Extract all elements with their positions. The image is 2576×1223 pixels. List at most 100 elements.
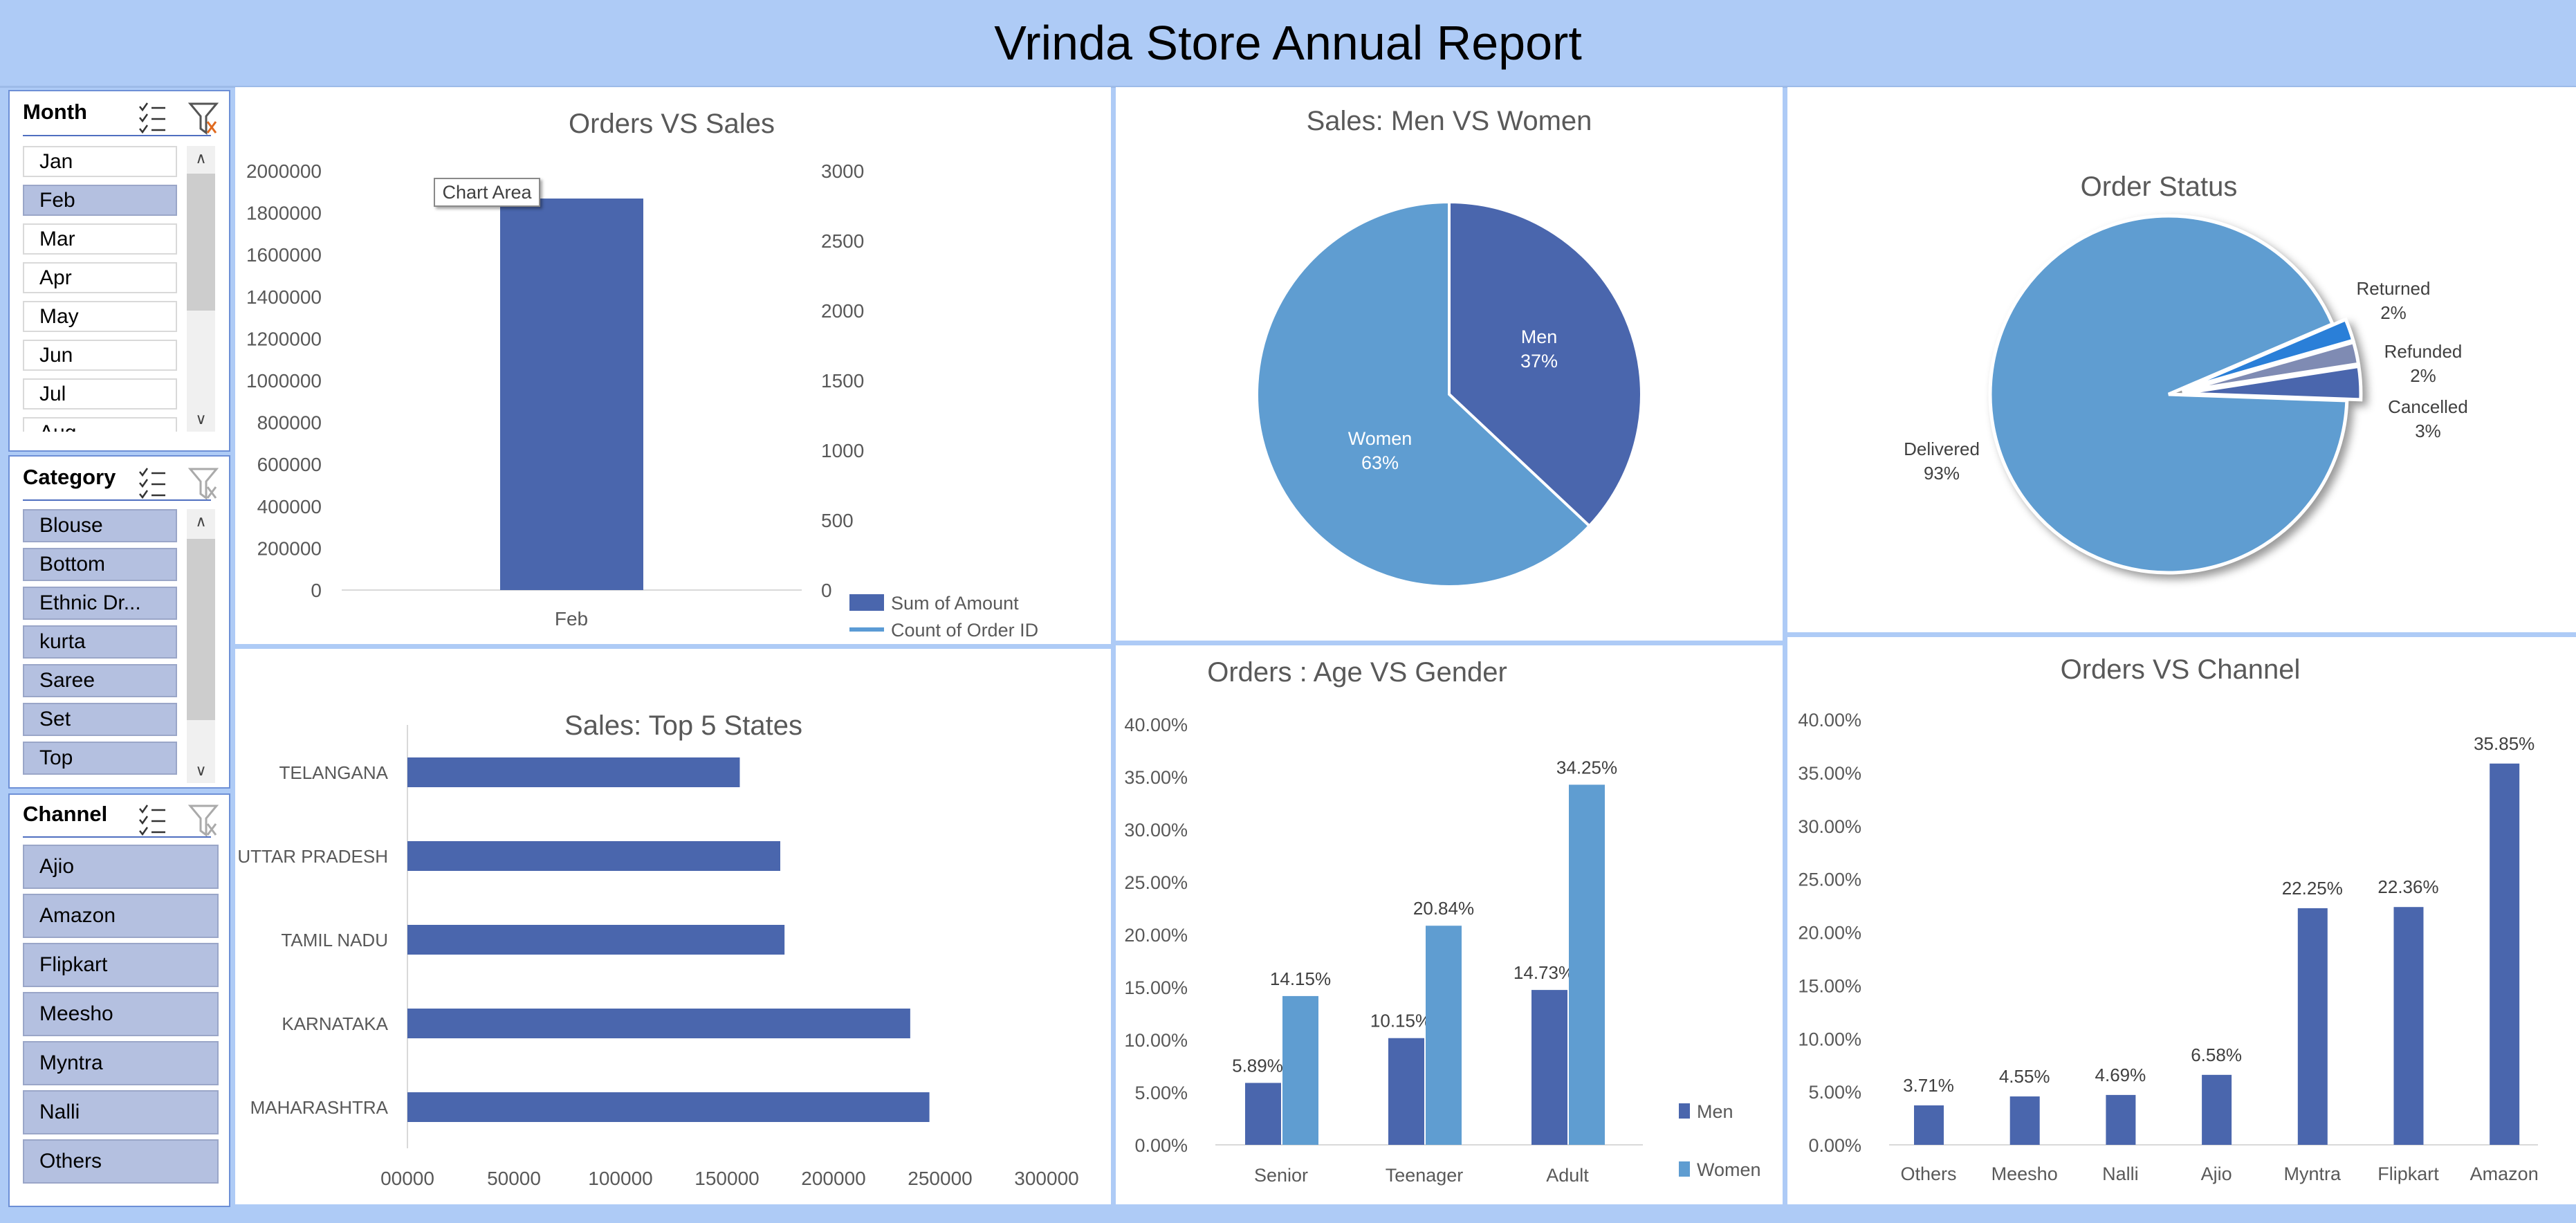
pie-slice-returned[interactable] (2180, 317, 2355, 392)
slicer-item-jan[interactable]: Jan (23, 146, 177, 177)
slicer-item-bottom[interactable]: Bottom (23, 548, 177, 581)
age-vs-gender-chart[interactable]: Orders : Age VS Gender 0.00% 5.00% 10.00% 15… (1116, 645, 1783, 1204)
y-axis-tick-label: 600000 (257, 454, 322, 475)
bar-women-senior[interactable] (1282, 995, 1318, 1145)
multi-select-icon[interactable] (138, 466, 168, 501)
y-axis-tick-label: 1800000 (246, 203, 322, 224)
scrollbar-thumb[interactable] (187, 539, 215, 720)
bar-channel-amazon[interactable] (2490, 763, 2520, 1145)
slicer-item-ajio[interactable]: Ajio (23, 845, 219, 889)
slicer-item-myntra[interactable]: Myntra (23, 1041, 219, 1085)
bar-channel-flipkart[interactable] (2393, 907, 2424, 1145)
slicer-item-flipkart[interactable]: Flipkart (23, 943, 219, 987)
bar-channel-nalli[interactable] (2106, 1094, 2136, 1145)
scroll-up-icon[interactable]: ∧ (195, 149, 207, 167)
bar-men-teenager[interactable] (1388, 1038, 1424, 1145)
order-status-chart[interactable]: Order Status Delivered 93% Returned 2% Refund… (1787, 87, 2576, 632)
y-axis-tick-label: 35.00% (1124, 767, 1188, 788)
y-axis-tick-label: 30.00% (1798, 816, 1861, 837)
slicer-item-mar[interactable]: Mar (23, 223, 177, 255)
slicer-item-ethnic-dr-[interactable]: Ethnic Dr... (23, 587, 177, 620)
secondary-y-axis-tick-label: 0 (821, 580, 832, 601)
bar-state[interactable] (407, 1092, 930, 1122)
slicer-item-apr[interactable]: Apr (23, 262, 177, 293)
clear-filter-icon[interactable] (187, 466, 219, 501)
scroll-down-icon[interactable]: ∨ (195, 762, 207, 779)
clear-filter-icon[interactable] (187, 101, 219, 136)
clear-filter-icon[interactable] (187, 803, 219, 838)
chart-title: Orders VS Sales (569, 109, 775, 139)
y-axis-tick-label: 20.00% (1124, 925, 1188, 946)
multi-select-icon[interactable] (138, 803, 168, 838)
x-axis-tick-label: 150000 (694, 1168, 759, 1189)
slicer-item-kurta[interactable]: kurta (23, 625, 177, 659)
pie-label: Men (1521, 327, 1558, 347)
channel-slicer-header: Channel (23, 802, 108, 826)
secondary-y-axis-tick-label: 1000 (821, 440, 864, 461)
slicer-item-meesho[interactable]: Meesho (23, 992, 219, 1036)
multi-select-icon[interactable] (138, 101, 168, 136)
slicer-item-nalli[interactable]: Nalli (23, 1090, 219, 1134)
orders-vs-sales-chart[interactable]: Orders VS Sales 0 200000 400000 600000 800000… (235, 87, 1111, 644)
bar-women-teenager[interactable] (1426, 926, 1462, 1145)
slicer-scrollbar[interactable]: ∧ ∨ (187, 509, 215, 783)
orders-vs-channel-chart[interactable]: Orders VS Channel 0.00% 5.00% 10.00% 15.00% 2… (1787, 637, 2576, 1204)
category-slicer-list: Blouse Bottom Ethnic Dr... kurta Saree Set Top (10, 457, 183, 783)
slicer-item-may[interactable]: May (23, 301, 177, 332)
bar-channel-ajio[interactable] (2202, 1074, 2232, 1145)
x-axis-category-label: Nalli (2102, 1164, 2139, 1184)
legend-label: Women (1697, 1159, 1761, 1180)
legend-swatch-sum-of-amount (849, 594, 884, 611)
x-axis-category-label: Ajio (2201, 1164, 2232, 1184)
slicer-item-blouse[interactable]: Blouse (23, 509, 177, 542)
top-states-chart[interactable]: Sales: Top 5 States TELANGANA UTTAR PRADES… (235, 649, 1111, 1204)
slicer-divider (23, 135, 211, 136)
slicer-item-others[interactable]: Others (23, 1139, 219, 1184)
data-label: 22.25% (2282, 878, 2343, 899)
slicer-item-amazon[interactable]: Amazon (23, 894, 219, 938)
bar-channel-others[interactable] (1914, 1105, 1944, 1145)
pie-slice-women[interactable] (1255, 200, 1592, 588)
bar-channel-meesho[interactable] (2009, 1096, 2040, 1145)
scrollbar-thumb[interactable] (187, 174, 215, 311)
y-axis-tick-label: 10.00% (1124, 1030, 1188, 1051)
slicer-item-jun[interactable]: Jun (23, 340, 177, 371)
bar-state[interactable] (407, 757, 740, 787)
pie-slice-delivered[interactable] (1988, 214, 2349, 575)
secondary-y-axis-tick-label: 2500 (821, 230, 864, 252)
bar-state[interactable] (407, 925, 785, 955)
slicer-scrollbar[interactable]: ∧ ∨ (187, 146, 215, 432)
y-axis-tick-label: 40.00% (1798, 710, 1861, 730)
slicer-item-jul[interactable]: Jul (23, 378, 177, 410)
x-axis-tick-label: 50000 (487, 1168, 541, 1189)
men-vs-women-chart[interactable]: Sales: Men VS Women Men 37% Women 63% (1116, 87, 1783, 641)
slicer-item-feb[interactable]: Feb (23, 185, 177, 216)
pie-percent-label: 2% (2380, 302, 2407, 323)
slicer-item-saree[interactable]: Saree (23, 664, 177, 697)
slicer-item-set[interactable]: Set (23, 703, 177, 736)
pie-slice-refunded[interactable] (2181, 340, 2361, 394)
pie-slice-men[interactable] (1448, 200, 1643, 528)
bar-channel-myntra[interactable] (2297, 908, 2328, 1145)
data-label: 22.36% (2377, 876, 2438, 897)
y-axis-tick-label: 2000000 (246, 160, 322, 182)
bar-women-adult[interactable] (1569, 784, 1605, 1145)
x-axis-category-label: Others (1900, 1164, 1956, 1184)
scroll-down-icon[interactable]: ∨ (195, 410, 207, 427)
bar-sum-of-amount-feb[interactable] (500, 198, 643, 591)
pie-slice-cancelled[interactable] (2182, 364, 2363, 402)
bar-men-adult[interactable] (1531, 990, 1567, 1145)
slicer-divider (23, 836, 211, 838)
data-label: 5.89% (1232, 1055, 1283, 1076)
secondary-y-axis-tick-label: 1500 (821, 370, 864, 392)
slicer-item-aug[interactable]: Aug (23, 417, 177, 432)
bar-men-senior[interactable] (1245, 1083, 1281, 1145)
scroll-up-icon[interactable]: ∧ (195, 513, 207, 530)
bar-state[interactable] (407, 841, 780, 871)
y-axis-tick-label: 1600000 (246, 244, 322, 266)
data-label: 35.85% (2474, 733, 2534, 754)
bar-state[interactable] (407, 1009, 910, 1038)
y-axis-tick-label: 30.00% (1124, 820, 1188, 840)
y-axis-tick-label: 15.00% (1124, 977, 1188, 998)
slicer-item-top[interactable]: Top (23, 742, 177, 775)
